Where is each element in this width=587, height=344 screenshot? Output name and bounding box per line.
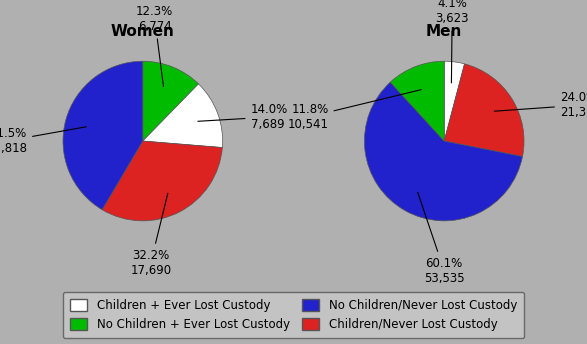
Wedge shape bbox=[143, 61, 198, 141]
Text: 60.1%
53,535: 60.1% 53,535 bbox=[418, 192, 464, 285]
Text: 41.5%
22,818: 41.5% 22,818 bbox=[0, 127, 86, 155]
Wedge shape bbox=[444, 61, 464, 141]
Wedge shape bbox=[390, 61, 444, 141]
Wedge shape bbox=[63, 61, 143, 210]
Wedge shape bbox=[365, 82, 522, 221]
Wedge shape bbox=[102, 141, 222, 221]
Text: 12.3%
6,774: 12.3% 6,774 bbox=[136, 5, 173, 87]
Text: 4.1%
3,623: 4.1% 3,623 bbox=[436, 0, 469, 83]
Wedge shape bbox=[444, 64, 524, 157]
Text: 14.0%
7,689: 14.0% 7,689 bbox=[198, 103, 288, 131]
Title: Men: Men bbox=[426, 24, 463, 39]
Title: Women: Women bbox=[111, 24, 175, 39]
Text: 11.8%
10,541: 11.8% 10,541 bbox=[288, 90, 421, 131]
Wedge shape bbox=[143, 84, 222, 148]
Text: 32.2%
17,690: 32.2% 17,690 bbox=[130, 193, 171, 277]
Text: 24.0%
21,363: 24.0% 21,363 bbox=[494, 91, 587, 119]
Legend: Children + Ever Lost Custody, No Children + Ever Lost Custody, No Children/Never: Children + Ever Lost Custody, No Childre… bbox=[63, 292, 524, 338]
